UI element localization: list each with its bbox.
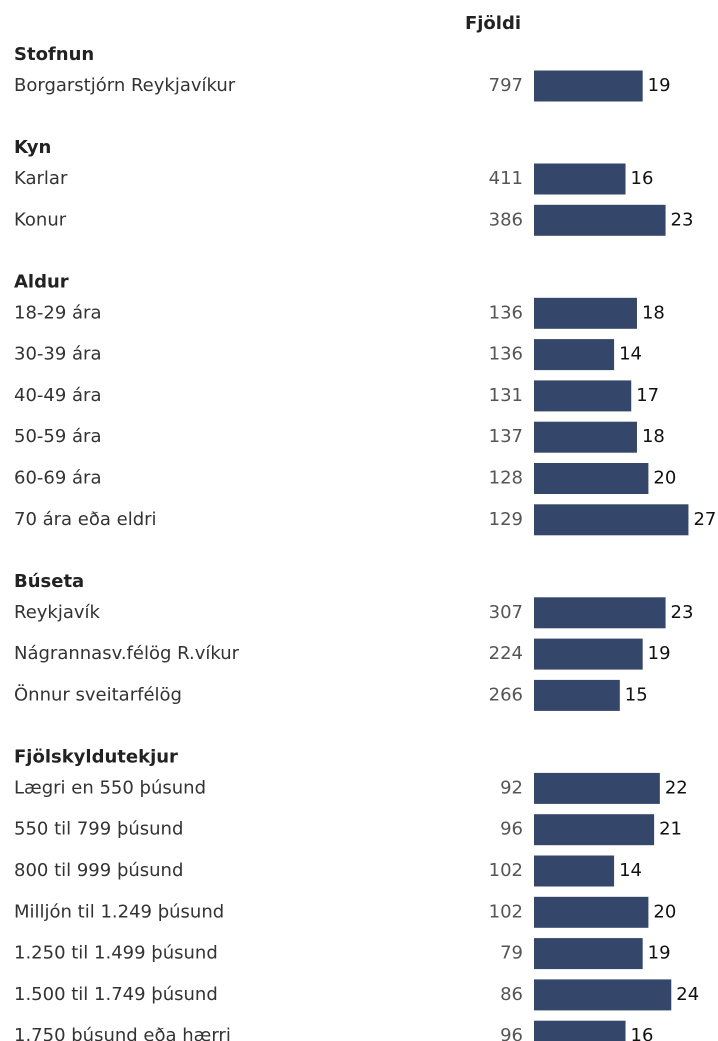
count: 79 bbox=[500, 943, 523, 964]
value-label: 23 bbox=[671, 209, 694, 230]
count: 224 bbox=[489, 643, 523, 664]
bar bbox=[534, 463, 649, 494]
count: 136 bbox=[489, 302, 523, 323]
count: 131 bbox=[489, 385, 523, 406]
count: 266 bbox=[489, 684, 523, 705]
group-title: Fjölskyldutekjur bbox=[14, 746, 178, 767]
value-label: 20 bbox=[653, 468, 676, 489]
bar bbox=[534, 772, 660, 804]
value-label: 15 bbox=[625, 684, 648, 705]
row-label: Konur bbox=[14, 209, 67, 230]
count: 102 bbox=[489, 860, 523, 881]
column-header: Fjöldi bbox=[465, 13, 521, 34]
bar bbox=[534, 938, 643, 970]
row-label: 1.250 til 1.499 þúsund bbox=[14, 943, 218, 964]
row-label: Milljón til 1.249 þúsund bbox=[14, 901, 224, 922]
bar bbox=[534, 380, 632, 412]
count: 96 bbox=[500, 1025, 523, 1041]
bar bbox=[534, 597, 666, 629]
row-label: 18-29 ára bbox=[14, 302, 102, 323]
count: 86 bbox=[500, 984, 523, 1005]
count: 797 bbox=[489, 75, 523, 96]
count: 411 bbox=[489, 168, 523, 189]
count: 102 bbox=[489, 901, 523, 922]
bar bbox=[534, 163, 626, 195]
count: 96 bbox=[500, 819, 523, 840]
bar bbox=[534, 679, 620, 711]
value-label: 20 bbox=[653, 901, 676, 922]
value-label: 23 bbox=[671, 602, 694, 623]
count: 129 bbox=[489, 509, 523, 530]
row-label: Nágrannasv.félög R.víkur bbox=[14, 643, 240, 664]
bar bbox=[534, 70, 643, 102]
count: 137 bbox=[489, 426, 523, 447]
bar bbox=[534, 979, 672, 1011]
value-label: 14 bbox=[619, 344, 642, 365]
row-label: 40-49 ára bbox=[14, 385, 102, 406]
row-label: 30-39 ára bbox=[14, 344, 102, 365]
row-label: 1.750 þúsund eða hærri bbox=[14, 1025, 231, 1041]
group-title: Kyn bbox=[14, 137, 51, 158]
value-label: 16 bbox=[631, 1025, 654, 1041]
row-label: 550 til 799 þúsund bbox=[14, 819, 183, 840]
value-label: 24 bbox=[676, 984, 699, 1005]
bar bbox=[534, 421, 637, 453]
value-label: 27 bbox=[693, 509, 716, 530]
bar bbox=[534, 814, 655, 846]
row-label: Lægri en 550 þúsund bbox=[14, 777, 206, 798]
count: 386 bbox=[489, 209, 523, 230]
value-label: 17 bbox=[636, 385, 659, 406]
count: 128 bbox=[489, 468, 523, 489]
bar bbox=[534, 855, 615, 887]
bar bbox=[534, 896, 649, 928]
value-label: 19 bbox=[648, 943, 671, 964]
value-label: 22 bbox=[665, 777, 688, 798]
group-title: Búseta bbox=[14, 571, 84, 592]
value-label: 19 bbox=[648, 643, 671, 664]
bar bbox=[534, 1020, 626, 1041]
group-title: Aldur bbox=[14, 271, 69, 292]
count: 136 bbox=[489, 344, 523, 365]
bar bbox=[534, 638, 643, 670]
row-label: Karlar bbox=[14, 168, 68, 189]
count: 307 bbox=[489, 602, 523, 623]
bar bbox=[534, 339, 615, 371]
count: 92 bbox=[500, 777, 523, 798]
row-label: 70 ára eða eldri bbox=[14, 509, 157, 530]
bar bbox=[534, 297, 637, 329]
value-label: 14 bbox=[619, 860, 642, 881]
value-label: 19 bbox=[648, 75, 671, 96]
row-label: 50-59 ára bbox=[14, 426, 102, 447]
row-label: 60-69 ára bbox=[14, 468, 102, 489]
bar bbox=[534, 504, 689, 536]
group-title: Stofnun bbox=[14, 44, 94, 65]
row-label: Borgarstjórn Reykjavíkur bbox=[14, 75, 236, 96]
value-label: 21 bbox=[659, 819, 682, 840]
value-label: 16 bbox=[631, 168, 654, 189]
value-label: 18 bbox=[642, 302, 665, 323]
row-label: 1.500 til 1.749 þúsund bbox=[14, 984, 218, 1005]
row-label: 800 til 999 þúsund bbox=[14, 860, 183, 881]
bar bbox=[534, 204, 666, 236]
value-label: 18 bbox=[642, 426, 665, 447]
row-label: Önnur sveitarfélög bbox=[14, 683, 182, 705]
row-label: Reykjavík bbox=[14, 602, 101, 623]
